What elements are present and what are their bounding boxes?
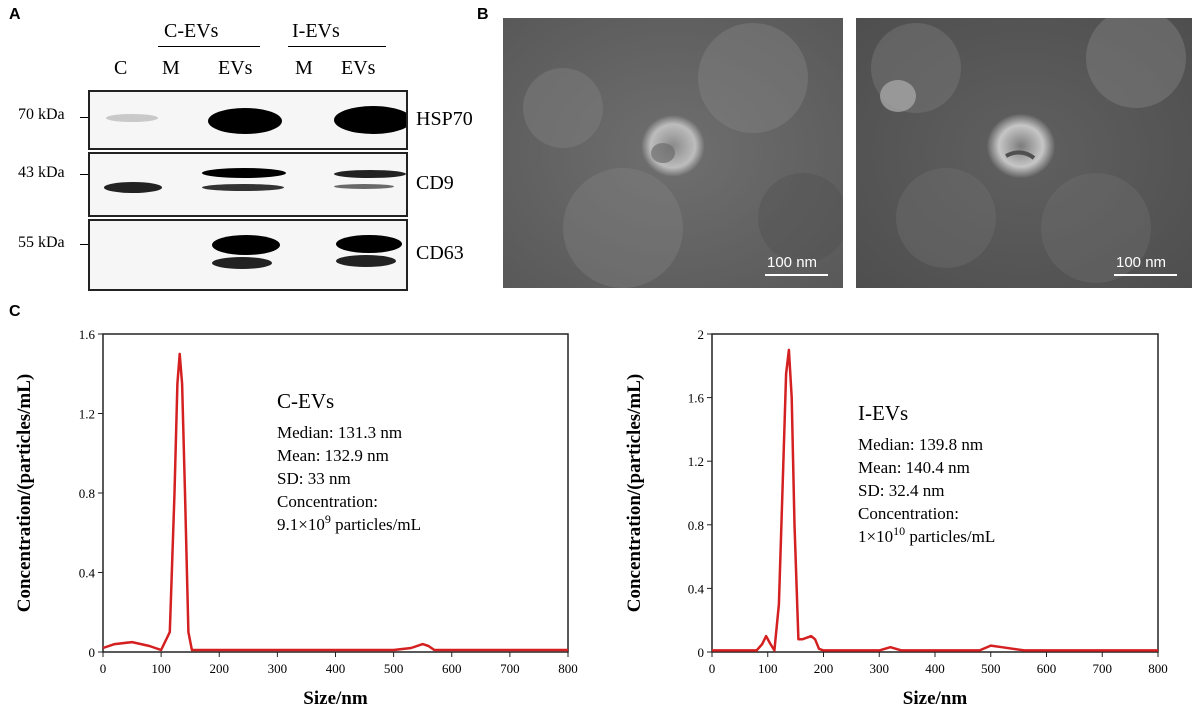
concentration-mantissa: 9.1×10 — [277, 515, 325, 534]
x-tick-label: 0 — [709, 661, 716, 676]
x-tick-label: 300 — [870, 661, 890, 676]
group-underline — [288, 46, 386, 47]
annotation-title: I-EVs — [858, 401, 908, 425]
scale-bar-label: 100 nm — [1116, 254, 1167, 271]
panel-label-c: C — [9, 303, 21, 320]
x-tick-label: 200 — [814, 661, 834, 676]
concentration-exponent: 9 — [325, 512, 331, 526]
band — [208, 108, 282, 134]
x-axis-label: Size/nm — [903, 688, 968, 709]
concentration-unit: particles/mL — [331, 515, 421, 534]
band — [212, 257, 272, 269]
band — [336, 255, 396, 267]
lane-label: M — [162, 57, 180, 79]
band — [334, 184, 394, 189]
marker-label: 55 kDa — [18, 234, 65, 251]
concentration-unit: particles/mL — [905, 527, 995, 546]
y-tick-label: 1.2 — [688, 454, 704, 469]
x-tick-label: 0 — [100, 661, 107, 676]
y-tick-label: 1.2 — [79, 407, 95, 422]
band — [336, 235, 402, 253]
blot-cd63 — [88, 219, 408, 291]
marker-tick — [80, 244, 89, 245]
annotation-stat: Concentration: — [277, 492, 378, 511]
annotation-stat: Median: 139.8 nm — [858, 435, 983, 454]
x-tick-label: 600 — [1037, 661, 1057, 676]
annotation-stat: Concentration: — [858, 504, 959, 523]
data-line — [102, 352, 568, 652]
x-tick-label: 100 — [151, 661, 171, 676]
y-tick-label: 0 — [698, 645, 705, 660]
band — [202, 168, 286, 178]
y-tick-label: 0.4 — [688, 581, 705, 596]
x-tick-label: 300 — [268, 661, 288, 676]
annotation-stat: Mean: 140.4 nm — [858, 458, 970, 477]
x-tick-label: 800 — [1148, 661, 1168, 676]
y-tick-label: 0.8 — [688, 518, 704, 533]
panel-label-b: B — [477, 6, 489, 23]
x-axis-label: Size/nm — [303, 688, 368, 709]
scale-bar-label: 100 nm — [767, 254, 818, 271]
x-tick-label: 500 — [384, 661, 404, 676]
protein-label: CD63 — [416, 242, 464, 264]
tem-image-graphic — [856, 18, 1192, 288]
band — [106, 114, 158, 122]
band — [212, 235, 280, 255]
data-line — [712, 348, 1158, 652]
y-axis-label: Concentration/(particles/mL) — [14, 374, 35, 613]
x-tick-label: 200 — [210, 661, 230, 676]
x-tick-label: 600 — [442, 661, 462, 676]
lane-label: M — [295, 57, 313, 79]
band — [104, 182, 162, 193]
panel-label-a: A — [9, 6, 21, 23]
y-tick-label: 0 — [89, 645, 96, 660]
group-label-c-evs: C-EVs — [164, 20, 219, 42]
concentration-mantissa: 1×10 — [858, 527, 893, 546]
annotation-concentration: 1×1010 particles/mL — [858, 524, 995, 546]
marker-tick — [80, 174, 89, 175]
lane-label: EVs — [341, 57, 376, 79]
x-tick-label: 400 — [925, 661, 945, 676]
nta-chart-c-evs: 0 100 200 300 400 500 600 700 800 0 0.4 0.8 1.2 1.6 Si… — [14, 327, 578, 709]
band — [334, 170, 406, 178]
annotation-stat: Mean: 132.9 nm — [277, 446, 389, 465]
group-label-i-evs: I-EVs — [292, 20, 340, 42]
tem-image-i-evs: 100 nm — [856, 18, 1192, 288]
annotation-stat: Median: 131.3 nm — [277, 423, 402, 442]
concentration-exponent: 10 — [893, 524, 905, 538]
annotation-title: C-EVs — [277, 389, 334, 413]
marker-label: 70 kDa — [18, 106, 65, 123]
blot-cd9 — [88, 152, 408, 217]
x-tick-label: 700 — [500, 661, 520, 676]
y-tick-label: 0.8 — [79, 486, 95, 501]
tem-image-c-evs: 100 nm — [503, 18, 843, 288]
annotation-concentration: 9.1×109 particles/mL — [277, 512, 421, 534]
band — [334, 106, 406, 134]
y-tick-label: 1.6 — [688, 391, 705, 406]
protein-label: CD9 — [416, 172, 454, 194]
marker-label: 43 kDa — [18, 164, 65, 181]
x-tick-label: 500 — [981, 661, 1001, 676]
x-tick-label: 400 — [326, 661, 346, 676]
marker-tick — [80, 117, 89, 118]
x-tick-label: 700 — [1093, 661, 1113, 676]
y-axis-label: Concentration/(particles/mL) — [624, 374, 645, 613]
y-tick-label: 0.4 — [79, 566, 96, 581]
x-tick-label: 100 — [758, 661, 778, 676]
band — [202, 184, 284, 191]
protein-label: HSP70 — [416, 108, 473, 130]
lane-label: C — [114, 57, 128, 79]
x-tick-label: 800 — [558, 661, 578, 676]
y-tick-label: 2 — [698, 327, 705, 342]
tem-image-graphic — [503, 18, 843, 288]
annotation-stat: SD: 32.4 nm — [858, 481, 944, 500]
y-tick-label: 1.6 — [79, 327, 96, 342]
group-underline — [158, 46, 260, 47]
annotation-stat: SD: 33 nm — [277, 469, 351, 488]
lane-label: EVs — [218, 57, 253, 79]
blot-hsp70 — [88, 90, 408, 150]
nta-chart-i-evs: 0 100 200 300 400 500 600 700 800 0 0.4 0.8 1.2 1.6 2 S… — [624, 327, 1168, 709]
